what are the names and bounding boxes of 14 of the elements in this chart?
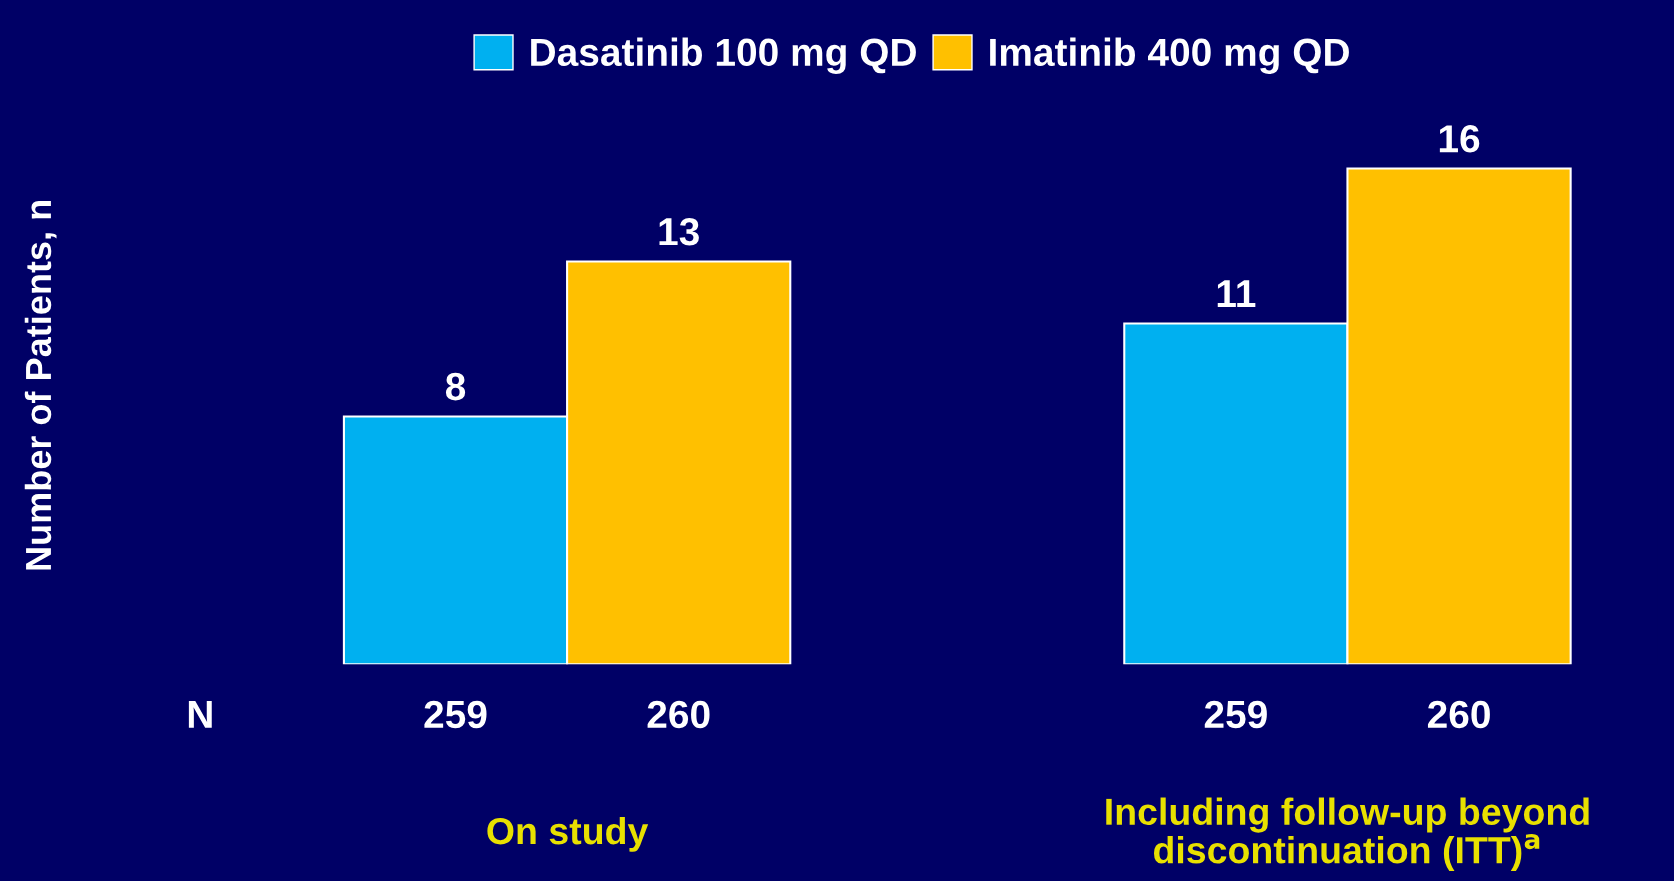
text: N (188, 701, 212, 728)
data-label: 16 (1439, 125, 1480, 153)
legend-label: Imatinib 400 mg QD (990, 37, 1349, 74)
text: 260 (1427, 700, 1490, 729)
text: 259 (1204, 700, 1267, 729)
data-label: 8 (445, 372, 466, 401)
text: 259 (424, 700, 487, 729)
x-tick-label: Including follow-up beyond discontinuation (ITT)$^{a}$ (1106, 797, 1589, 871)
x-tick-label: On study (487, 816, 649, 852)
data-label: 11 (1217, 280, 1256, 308)
y-axis-title: Number of Patients, n (24, 201, 57, 570)
data-label: 13 (659, 217, 699, 246)
legend-label: Dasatinib 100 mg QD (531, 37, 916, 74)
text: 260 (647, 700, 710, 729)
